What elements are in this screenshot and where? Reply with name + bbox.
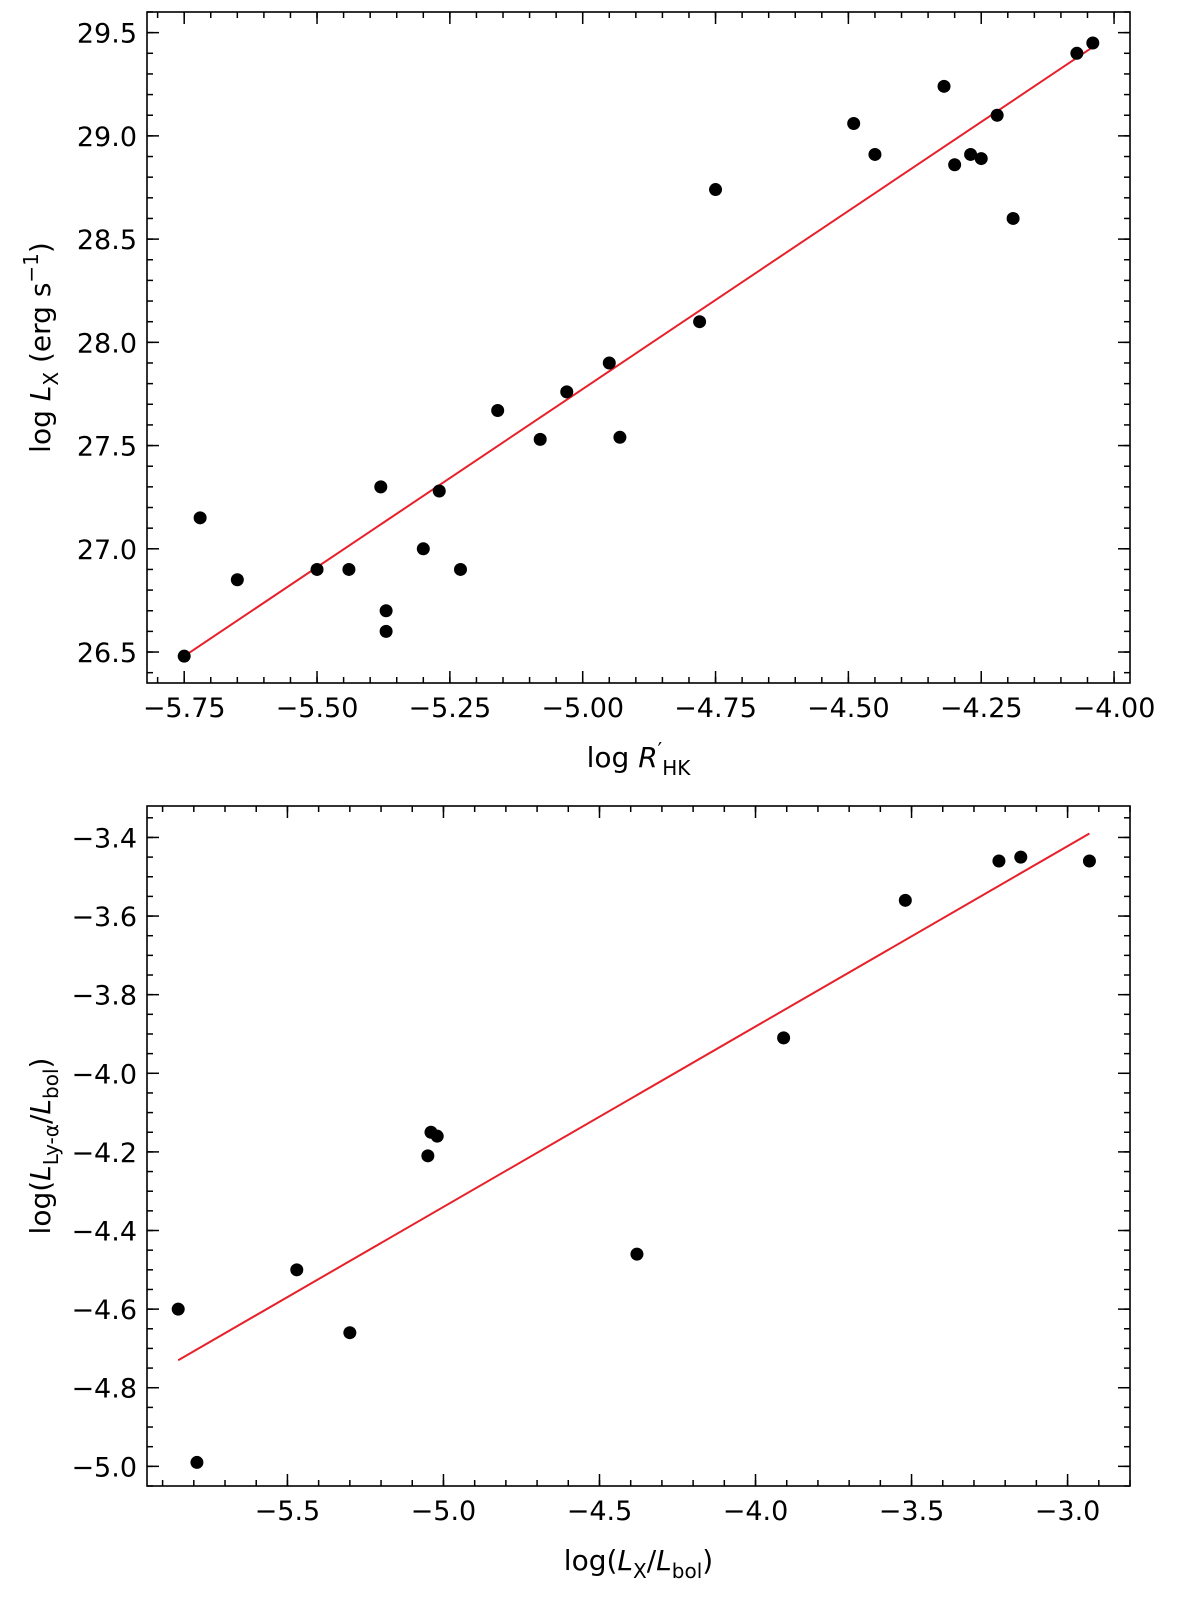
data-point (898, 893, 912, 907)
data-point (430, 1129, 444, 1143)
data-point (777, 1031, 791, 1045)
data-point (992, 854, 1006, 868)
y-tick-label: 28.5 (77, 225, 137, 256)
data-point (693, 315, 707, 329)
data-point (177, 649, 191, 663)
x-tick-label: −4.0 (723, 1496, 789, 1527)
data-point (868, 147, 882, 161)
x-tick-label: −5.00 (541, 693, 624, 724)
data-point (290, 1263, 304, 1277)
data-point (310, 562, 324, 576)
fit-line (183, 46, 1094, 657)
data-point (432, 484, 446, 498)
data-point (193, 511, 207, 525)
data-point (379, 624, 393, 638)
y-tick-label: 26.5 (77, 638, 137, 669)
data-point (974, 152, 988, 166)
x-tick-label: −4.25 (940, 693, 1023, 724)
y-tick-label: −4.2 (71, 1138, 137, 1169)
y-tick-label: 27.0 (77, 535, 137, 566)
data-point (630, 1247, 644, 1261)
x-tick-label: −5.25 (408, 693, 491, 724)
data-point (491, 403, 505, 417)
data-point (533, 432, 547, 446)
x-tick-label: −3.0 (1035, 1496, 1101, 1527)
x-tick-label: −5.0 (411, 1496, 477, 1527)
data-point (171, 1302, 185, 1316)
plot-frame (146, 805, 1131, 1487)
x-tick-label: −5.50 (276, 693, 359, 724)
y-tick-label: −3.8 (71, 981, 137, 1012)
x-axis-label: log(LX/Lbol) (564, 1544, 713, 1583)
data-point (230, 573, 244, 587)
panel-2: −5.5 −5.0 −4.5 −4.0 −3.5 −3.0 −5.0 −4.8 −4.6 −4.4… (24, 805, 1131, 1583)
data-point (342, 562, 356, 576)
x-tick-label: −3.5 (879, 1496, 945, 1527)
panel-1: −5.75 −5.50 −5.25 −5.00 −4.75 −4.50 −4.25 −4.00… (19, 11, 1156, 780)
x-tick-label: −5.75 (143, 693, 226, 724)
data-point (602, 356, 616, 370)
data-point (190, 1455, 204, 1469)
x-tick-label: −4.5 (567, 1496, 633, 1527)
y-axis-label: log(LLy-α/Lbol) (24, 1058, 63, 1235)
x-tick-label: −4.75 (674, 693, 757, 724)
y-tick-label: −4.0 (71, 1059, 137, 1090)
plot-frame (146, 11, 1131, 684)
fit-line (177, 832, 1090, 1362)
x-tick-label: −4.50 (807, 693, 890, 724)
y-tick-label: −4.4 (71, 1217, 137, 1248)
y-tick-label: 29.5 (77, 19, 137, 50)
data-point (937, 79, 951, 93)
data-point (964, 147, 978, 161)
data-point (1070, 46, 1084, 60)
y-tick-label: 28.0 (77, 328, 137, 359)
data-point (379, 604, 393, 618)
data-point (990, 108, 1004, 122)
data-point (416, 542, 430, 556)
data-point (1006, 211, 1020, 225)
y-axis-label: log LX (erg s−1) (19, 242, 63, 453)
data-point (613, 430, 627, 444)
y-tick-label: −3.4 (71, 823, 137, 854)
y-tick-label: 29.0 (77, 122, 137, 153)
y-tick-label: −3.6 (71, 902, 137, 933)
data-point (343, 1326, 357, 1340)
x-tick-label: −4.00 (1073, 693, 1156, 724)
data-point (948, 158, 962, 172)
data-point (560, 385, 574, 399)
x-axis-label: log R′HK (587, 738, 692, 780)
data-point (1014, 850, 1028, 864)
data-point (709, 183, 723, 197)
y-tick-label: −4.6 (71, 1295, 137, 1326)
data-point (847, 116, 861, 130)
data-point (1082, 854, 1096, 868)
data-point (453, 562, 467, 576)
y-tick-label: −4.8 (71, 1374, 137, 1405)
x-tick-label: −5.5 (255, 1496, 321, 1527)
data-point (374, 480, 388, 494)
y-tick-label: −5.0 (71, 1452, 137, 1483)
y-tick-label: 27.5 (77, 432, 137, 463)
data-point (421, 1149, 435, 1163)
data-point (1086, 36, 1100, 50)
